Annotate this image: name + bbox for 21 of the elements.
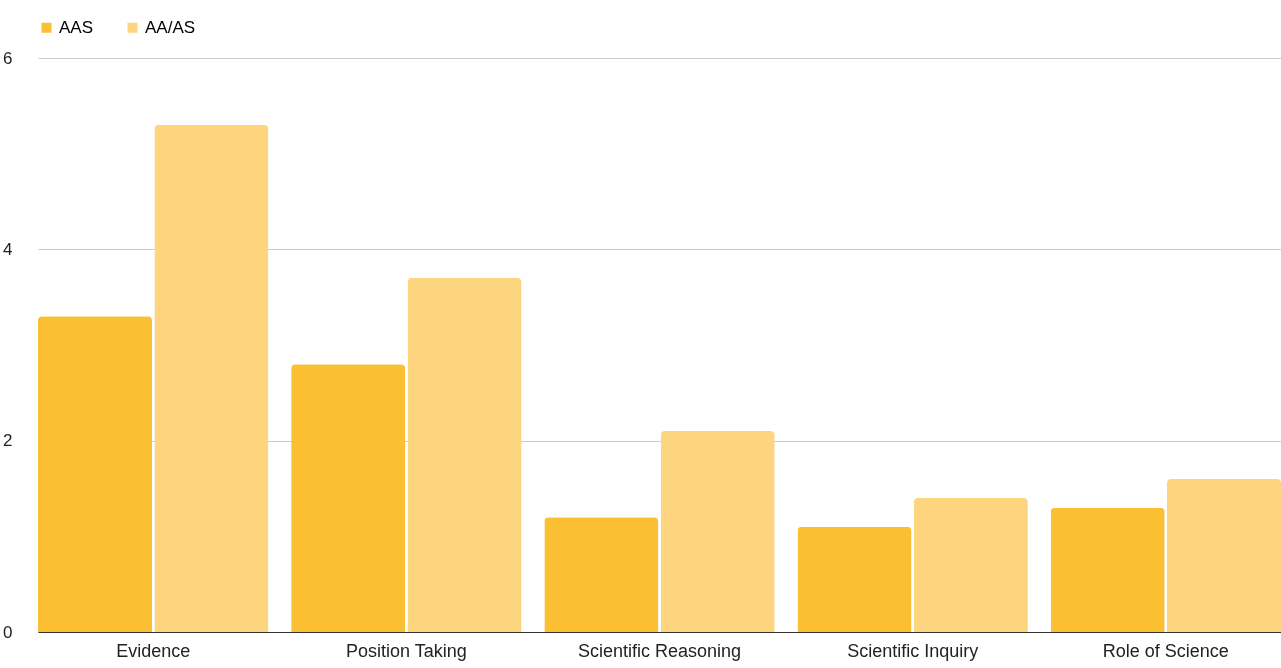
y-tick-label: 4: [3, 239, 13, 259]
x-tick-label: Position Taking: [345, 640, 467, 661]
legend-label: AA/AS: [145, 17, 196, 37]
x-tick-label: Role of Science: [1102, 640, 1229, 661]
bar: [544, 517, 659, 632]
x-tick-label: Scientific Reasoning: [577, 640, 742, 661]
bar: [291, 364, 406, 632]
bar: [660, 431, 775, 632]
bar: [913, 498, 1028, 632]
bar: [797, 526, 912, 632]
y-tick-label: 2: [3, 431, 13, 451]
y-tick-label: 0: [3, 622, 13, 642]
x-tick-label: Evidence: [116, 640, 191, 661]
bar: [407, 278, 522, 632]
y-tick-label: 6: [3, 48, 13, 68]
bar: [1050, 507, 1165, 632]
legend-label: AAS: [59, 17, 94, 37]
bar: [154, 124, 269, 632]
x-tick-label: Scientific Inquiry: [847, 640, 979, 661]
bar: [38, 316, 153, 632]
bar: [1166, 478, 1281, 632]
